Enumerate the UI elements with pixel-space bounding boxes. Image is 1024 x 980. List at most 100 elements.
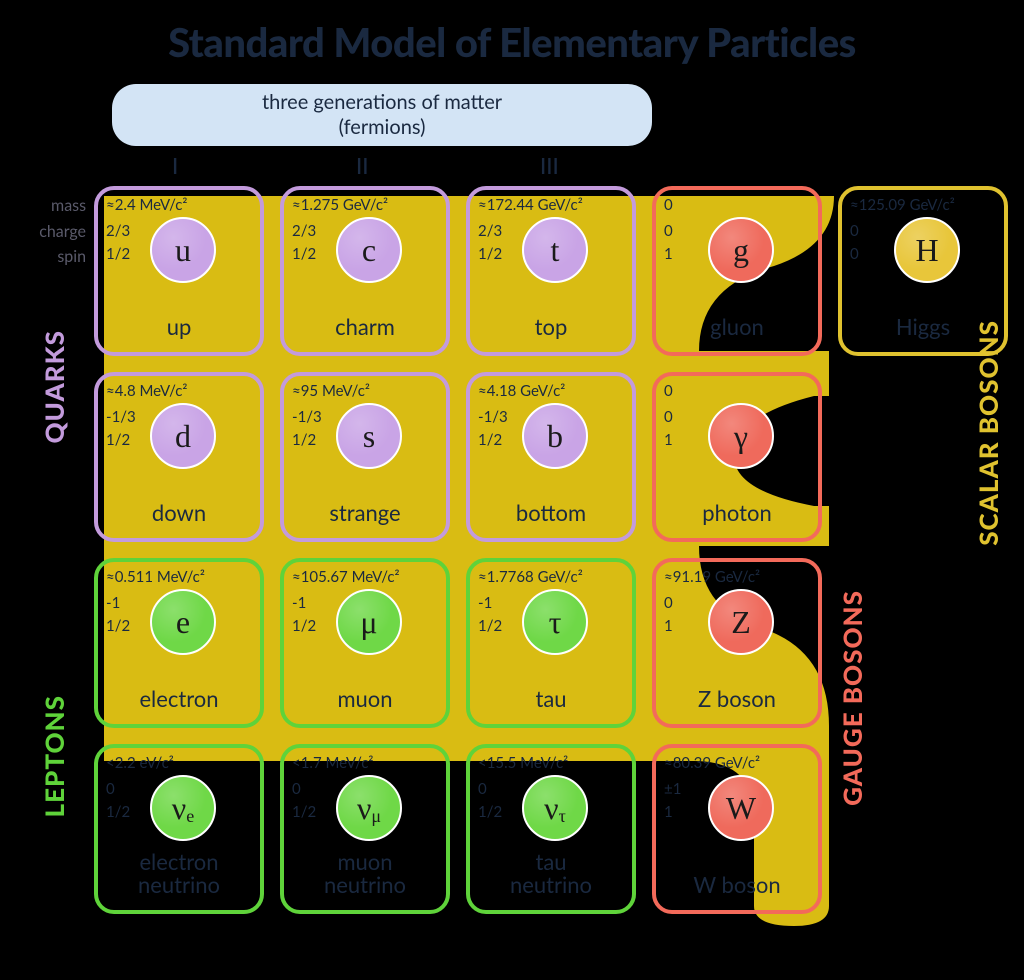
particle-tile-charm: ≈1.275 GeV/c² 2/3 1/2 c charm [280, 186, 450, 356]
particle-symbol: u [150, 217, 216, 283]
particle-name: bottom [470, 501, 632, 524]
particle-mass: <2.2 eV/c² [106, 754, 174, 772]
particle-spin: 1/2 [106, 803, 130, 821]
particle-spin: 1/2 [106, 245, 130, 263]
particle-mass: ≈4.8 MeV/c² [106, 382, 187, 400]
particle-charge: -1/3 [478, 408, 508, 426]
generations-pill: three generations of matter (fermions) [112, 84, 652, 146]
particle-mass: 0 [664, 382, 673, 400]
particle-mass: ≈2.4 MeV/c² [106, 196, 187, 214]
gen-num-1: I [172, 152, 178, 179]
particle-spin: 1/2 [106, 617, 130, 635]
particle-mass: ≈1.7768 GeV/c² [478, 568, 583, 586]
particle-spin: 1/2 [292, 617, 316, 635]
particle-name: top [470, 315, 632, 338]
particle-name: electronneutrino [98, 850, 260, 896]
particle-charge: -1/3 [106, 408, 136, 426]
particle-tile-strange: ≈95 MeV/c² -1/3 1/2 s strange [280, 372, 450, 542]
particle-spin: 1/2 [106, 431, 130, 449]
particle-spin: 1/2 [292, 245, 316, 263]
particle-tile-photon: 001γphoton [652, 372, 822, 542]
particle-name: charm [284, 315, 446, 338]
particle-symbol: s [336, 403, 402, 469]
particle-name: muonneutrino [284, 850, 446, 896]
row-labels: mass charge spin [18, 193, 86, 270]
particle-tile-Higgs: ≈125.09 GeV/c²00HHiggs [838, 186, 1008, 356]
label-spin: spin [18, 244, 86, 270]
particle-tile-up: ≈2.4 MeV/c²2/31/2uup [94, 186, 264, 356]
particle-symbol: t [522, 217, 588, 283]
particle-mass: ≈95 MeV/c² [292, 382, 370, 400]
particle-symbol: νμ [336, 775, 402, 841]
particle-symbol: ντ [522, 775, 588, 841]
category-quarks: QUARKS [38, 330, 70, 444]
particle-charge: -1 [292, 594, 306, 612]
particle-mass: <1.7 MeV/c² [292, 754, 373, 772]
particle-charge: 0 [664, 222, 673, 240]
particle-charge: 0 [478, 780, 487, 798]
particle-mass: ≈125.09 GeV/c² [850, 196, 955, 214]
particle-tile-gluon: 001ggluon [652, 186, 822, 356]
particle-charge: -1/3 [292, 408, 322, 426]
particle-name: tau [470, 687, 632, 710]
particle-tile-tau: ≈1.7768 GeV/c² -1 1/2 τ tau [466, 558, 636, 728]
main-title: Standard Model of Elementary Particles [0, 0, 1024, 66]
particle-mass: ≈1.275 GeV/c² [292, 196, 388, 214]
particle-tile-down: ≈4.8 MeV/c²-1/31/2ddown [94, 372, 264, 542]
label-mass: mass [18, 193, 86, 219]
particle-symbol: H [894, 217, 960, 283]
particle-name: gluon [656, 315, 818, 338]
particle-symbol: W [708, 775, 774, 841]
particle-charge: -1 [106, 594, 120, 612]
particle-symbol: c [336, 217, 402, 283]
particle-spin: 1/2 [478, 431, 502, 449]
particle-charge: ±1 [664, 780, 681, 798]
particle-symbol: Z [708, 589, 774, 655]
particle-symbol: e [150, 589, 216, 655]
particle-spin: 1 [664, 803, 673, 821]
particle-tile-top: ≈172.44 GeV/c² 2/3 1/2 t top [466, 186, 636, 356]
gen-label-line1: three generations of matter [112, 90, 652, 115]
particle-symbol: b [522, 403, 588, 469]
particle-name: down [98, 501, 260, 524]
particle-symbol: g [708, 217, 774, 283]
particle-symbol: τ [522, 589, 588, 655]
particle-name: tauneutrino [470, 850, 632, 896]
particle-mass: ≈172.44 GeV/c² [478, 196, 583, 214]
particle-name: Z boson [656, 687, 818, 710]
particle-spin: 1 [664, 245, 673, 263]
particle-symbol: γ [708, 403, 774, 469]
particle-tile-muon-neutrino: <1.7 MeV/c²01/2νμmuonneutrino [280, 744, 450, 914]
particle-charge: 2/3 [478, 222, 502, 240]
particle-charge: 0 [106, 780, 115, 798]
particle-mass: <15.5 MeV/c² [478, 754, 568, 772]
particle-charge: 0 [664, 408, 673, 426]
particle-spin: 1/2 [292, 431, 316, 449]
particle-name: W boson [656, 873, 818, 896]
particle-spin: 1/2 [478, 245, 502, 263]
particle-charge: 2/3 [292, 222, 316, 240]
particle-name: strange [284, 501, 446, 524]
particle-tile-muon: ≈105.67 MeV/c²-11/2μmuon [280, 558, 450, 728]
particle-mass: ≈91.19 GeV/c² [664, 568, 760, 586]
particle-name: electron [98, 687, 260, 710]
particle-name: Higgs [842, 315, 1004, 338]
particle-symbol: νe [150, 775, 216, 841]
particle-mass: ≈105.67 MeV/c² [292, 568, 400, 586]
particle-tile-W-boson: ≈80.39 GeV/c² ±1 1 W W boson [652, 744, 822, 914]
particle-charge: 0 [292, 780, 301, 798]
particle-charge: 0 [850, 222, 859, 240]
category-leptons: LEPTONS [38, 695, 70, 817]
label-charge: charge [18, 219, 86, 245]
particle-name: muon [284, 687, 446, 710]
particle-mass: ≈80.39 GeV/c² [664, 754, 760, 772]
gen-num-3: III [540, 152, 559, 179]
particle-mass: ≈0.511 MeV/c² [106, 568, 205, 586]
particle-charge: 0 [664, 594, 673, 612]
particle-spin: 1/2 [478, 803, 502, 821]
particle-mass: ≈4.18 GeV/c² [478, 382, 565, 400]
particle-spin: 1/2 [478, 617, 502, 635]
particle-charge: -1 [478, 594, 492, 612]
particle-tile-tau-neutrino: <15.5 MeV/c² 0 1/2 ντ tauneutrino [466, 744, 636, 914]
particle-charge: 2/3 [106, 222, 130, 240]
